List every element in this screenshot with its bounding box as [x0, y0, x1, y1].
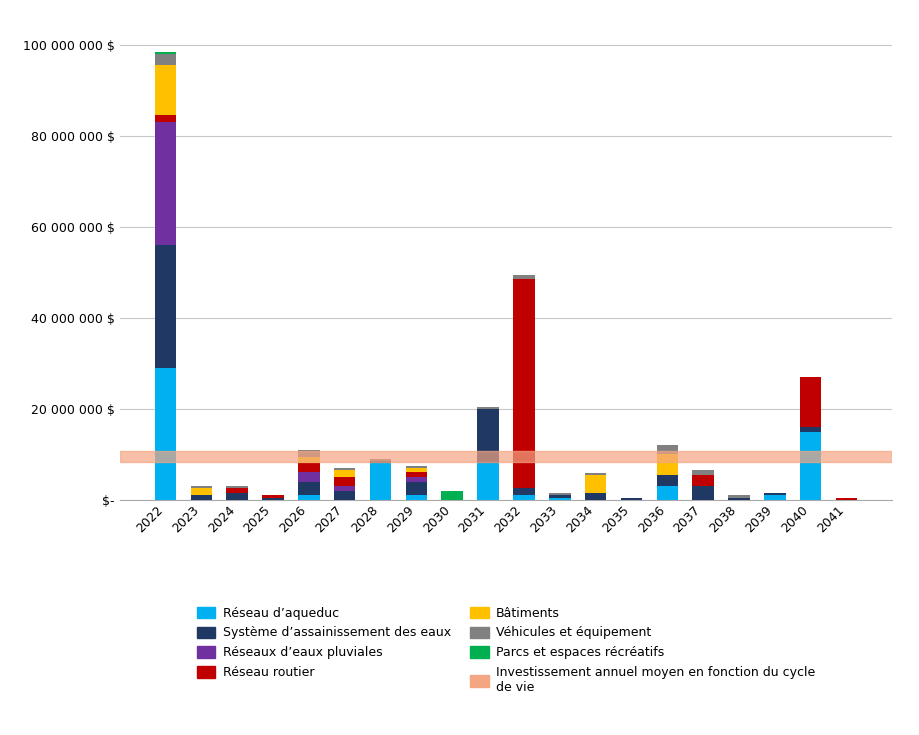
- Bar: [334, 470, 355, 477]
- Bar: [405, 477, 426, 481]
- Bar: [656, 486, 677, 500]
- Bar: [226, 486, 247, 489]
- Bar: [728, 498, 749, 500]
- Bar: [513, 489, 534, 495]
- Bar: [513, 495, 534, 500]
- Bar: [549, 495, 570, 498]
- Bar: [656, 445, 677, 454]
- Bar: [154, 54, 176, 65]
- Bar: [477, 463, 498, 500]
- Bar: [262, 498, 283, 500]
- Bar: [226, 489, 247, 493]
- Bar: [298, 495, 319, 500]
- Bar: [656, 454, 677, 475]
- Bar: [799, 431, 821, 500]
- Bar: [405, 481, 426, 495]
- Bar: [799, 427, 821, 431]
- Bar: [190, 495, 212, 500]
- Bar: [405, 468, 426, 473]
- Bar: [298, 473, 319, 481]
- Bar: [226, 493, 247, 500]
- Bar: [477, 409, 498, 463]
- Bar: [298, 450, 319, 456]
- Bar: [298, 456, 319, 463]
- Bar: [154, 51, 176, 54]
- Bar: [728, 495, 749, 498]
- Bar: [369, 463, 391, 500]
- Bar: [190, 489, 212, 495]
- Bar: [799, 377, 821, 427]
- Bar: [334, 486, 355, 491]
- Bar: [549, 493, 570, 495]
- Bar: [154, 245, 176, 368]
- Bar: [369, 461, 391, 463]
- Bar: [477, 406, 498, 409]
- Bar: [405, 495, 426, 500]
- Legend: Réseau d’aqueduc, Système d’assainissement des eaux, Réseaux d’eaux pluviales, R: Réseau d’aqueduc, Système d’assainisseme…: [191, 602, 820, 699]
- Bar: [656, 475, 677, 486]
- Bar: [584, 473, 606, 475]
- Bar: [190, 486, 212, 489]
- Bar: [692, 486, 713, 500]
- Bar: [620, 498, 641, 500]
- Bar: [334, 491, 355, 500]
- Bar: [692, 470, 713, 475]
- Bar: [764, 495, 785, 500]
- Bar: [584, 493, 606, 500]
- Bar: [334, 468, 355, 470]
- Bar: [764, 493, 785, 495]
- Bar: [334, 477, 355, 486]
- Bar: [154, 65, 176, 115]
- Bar: [369, 459, 391, 461]
- Bar: [154, 115, 176, 122]
- Bar: [405, 473, 426, 477]
- Bar: [405, 466, 426, 468]
- Bar: [154, 122, 176, 245]
- Bar: [262, 495, 283, 498]
- Bar: [692, 475, 713, 486]
- Bar: [513, 275, 534, 279]
- Bar: [513, 279, 534, 489]
- Bar: [154, 368, 176, 500]
- Bar: [119, 451, 891, 462]
- Bar: [298, 481, 319, 495]
- Bar: [584, 475, 606, 493]
- Bar: [834, 498, 857, 500]
- Bar: [441, 491, 462, 500]
- Bar: [549, 498, 570, 500]
- Bar: [298, 463, 319, 473]
